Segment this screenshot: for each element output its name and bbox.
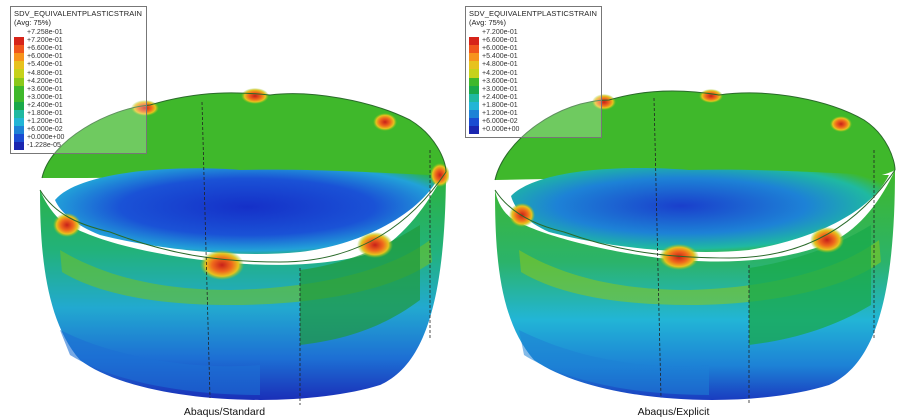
legend-level-label: +0.000e+00 [482,126,520,134]
legend-level-label: +1.200e-01 [27,118,63,126]
legend-color-swatch [14,37,24,46]
legend-level-label: +3.600e-01 [482,77,518,85]
legend-level-label: +6.000e-02 [27,126,63,134]
legend-variable: SDV_EQUIVALENTPLASTICSTRAIN [14,9,143,18]
legend-color-swatch [469,29,479,38]
cup-contour-plot-standard [39,88,449,405]
legend-level-label: +4.800e-01 [482,61,518,69]
cup-contour-plot-explicit [494,89,896,405]
contour-legend-explicit: SDV_EQUIVALENTPLASTICSTRAIN (Avg: 75%) +… [465,6,603,139]
legend-color-swatch [469,61,479,70]
legend-level-label: +3.000e-01 [482,85,518,93]
legend-level-label: +4.800e-01 [27,69,63,77]
legend-level-row: +4.800e-01 [469,61,597,70]
legend-level-label: +2.400e-01 [482,93,518,101]
caption-standard: Abaqus/Standard [183,406,266,418]
legend-level-row: +1.200e-01 [469,109,597,119]
legend-color-swatch [469,85,479,94]
legend-color-swatch [14,69,24,78]
legend-level-row: +3.000e-01 [14,93,142,102]
legend-level-label: +1.200e-01 [482,109,518,117]
legend-level-row: +6.000e-01 [14,53,142,62]
legend-color-swatch [469,77,479,86]
legend-level-row: +4.800e-01 [14,69,142,78]
legend-color-swatch [469,101,479,110]
legend-level-label: +3.000e-01 [27,93,63,101]
legend-level-row: +1.200e-01 [14,118,142,127]
legend-level-row: +6.000e-01 [469,45,597,54]
legend-level-label: +7.258e-01 [27,29,63,37]
legend-color-swatch [14,93,24,102]
explicit-result-panel: SDV_EQUIVALENTPLASTICSTRAIN (Avg: 75%) +… [449,0,898,419]
legend-level-label: +6.600e-01 [27,45,63,53]
legend-level-row: +3.600e-01 [14,85,142,94]
legend-level-row: +7.258e-01 [14,29,142,38]
legend-color-swatch [469,37,479,46]
legend-level-label: +6.000e-01 [27,53,63,61]
legend-level-label: +4.200e-01 [482,69,518,77]
legend-level-row: +2.400e-01 [14,101,142,110]
legend-level-row: +6.600e-01 [14,45,142,54]
legend-color-swatch [469,109,479,119]
legend-color-swatch [14,45,24,54]
caption-explicit: Abaqus/Explicit [637,406,710,418]
legend-color-swatch [14,85,24,94]
legend-level-row: +6.000e-02 [14,126,142,135]
legend-color-swatch [14,109,24,119]
legend-color-swatch [14,29,24,38]
legend-level-row: +7.200e-01 [469,29,597,38]
legend-color-swatch [14,77,24,86]
legend-color-swatch [469,45,479,54]
legend-level-label: +6.000e-02 [482,118,518,126]
legend-color-swatch [14,101,24,110]
legend-level-row: +4.200e-01 [14,77,142,86]
legend-color-swatch [14,61,24,70]
legend-color-swatch [14,53,24,62]
legend-variable: SDV_EQUIVALENTPLASTICSTRAIN [469,9,598,18]
legend-color-swatch [469,53,479,62]
legend-color-swatch [14,142,24,151]
legend-level-label: +3.600e-01 [27,85,63,93]
legend-level-label: -1.228e-05 [27,142,61,150]
legend-level-label: +5.400e-01 [27,61,63,69]
legend-color-swatch [469,69,479,78]
legend-color-swatch [469,93,479,102]
legend-color-swatch [14,126,24,135]
legend-level-label: +5.400e-01 [482,53,518,61]
legend-color-swatch [469,118,479,127]
legend-level-row: +6.600e-01 [469,37,597,46]
legend-level-row: +0.000e+00 [469,126,597,135]
legend-level-row: +5.400e-01 [469,53,597,62]
legend-averaging: (Avg: 75%) [469,18,506,27]
legend-level-row: +1.800e-01 [14,109,142,119]
legend-level-label: +6.600e-01 [482,37,518,45]
legend-level-label: +7.200e-01 [27,37,63,45]
legend-level-row: +3.000e-01 [469,85,597,94]
legend-level-row: +7.200e-01 [14,37,142,46]
legend-level-row: +5.400e-01 [14,61,142,70]
legend-level-label: +4.200e-01 [27,77,63,85]
legend-color-swatch [14,134,24,143]
legend-level-label: +1.800e-01 [482,101,518,109]
legend-color-swatch [14,118,24,127]
legend-level-label: +2.400e-01 [27,101,63,109]
legend-color-swatch [469,126,479,135]
legend-level-row: +2.400e-01 [469,93,597,102]
legend-level-row: -1.228e-05 [14,142,142,151]
legend-level-row: +0.000e+00 [14,134,142,143]
legend-averaging: (Avg: 75%) [14,18,51,27]
legend-level-row: +4.200e-01 [469,69,597,78]
legend-level-label: +6.000e-01 [482,45,518,53]
legend-level-label: +7.200e-01 [482,29,518,37]
legend-level-row: +3.600e-01 [469,77,597,86]
legend-level-label: +0.000e+00 [27,134,65,142]
contour-legend-standard: SDV_EQUIVALENTPLASTICSTRAIN (Avg: 75%) +… [10,6,148,155]
legend-level-row: +1.800e-01 [469,101,597,110]
standard-result-panel: SDV_EQUIVALENTPLASTICSTRAIN (Avg: 75%) +… [10,6,449,418]
legend-level-label: +1.800e-01 [27,109,63,117]
legend-level-row: +6.000e-02 [469,118,597,127]
